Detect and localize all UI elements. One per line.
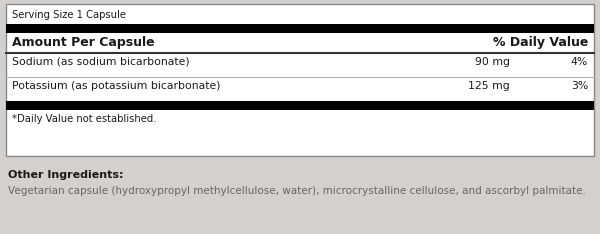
Text: 4%: 4% [571,57,588,67]
Text: 125 mg: 125 mg [468,81,510,91]
Bar [6,4,594,156]
Text: Amount Per Capsule: Amount Per Capsule [12,36,155,49]
Text: 3%: 3% [571,81,588,91]
Text: Sodium (as sodium bicarbonate): Sodium (as sodium bicarbonate) [12,57,190,67]
Text: Other Ingredients:: Other Ingredients: [8,170,124,180]
Text: *Daily Value not established.: *Daily Value not established. [12,114,157,124]
Text: Potassium (as potassium bicarbonate): Potassium (as potassium bicarbonate) [12,81,221,91]
Text: Serving Size 1 Capsule: Serving Size 1 Capsule [12,10,126,20]
Text: 90 mg: 90 mg [475,57,510,67]
Text: % Daily Value: % Daily Value [493,36,588,49]
Bar [6,101,594,110]
Bar [6,24,594,33]
Text: Vegetarian capsule (hydroxypropyl methylcellulose, water), microcrystalline cell: Vegetarian capsule (hydroxypropyl methyl… [8,186,586,196]
